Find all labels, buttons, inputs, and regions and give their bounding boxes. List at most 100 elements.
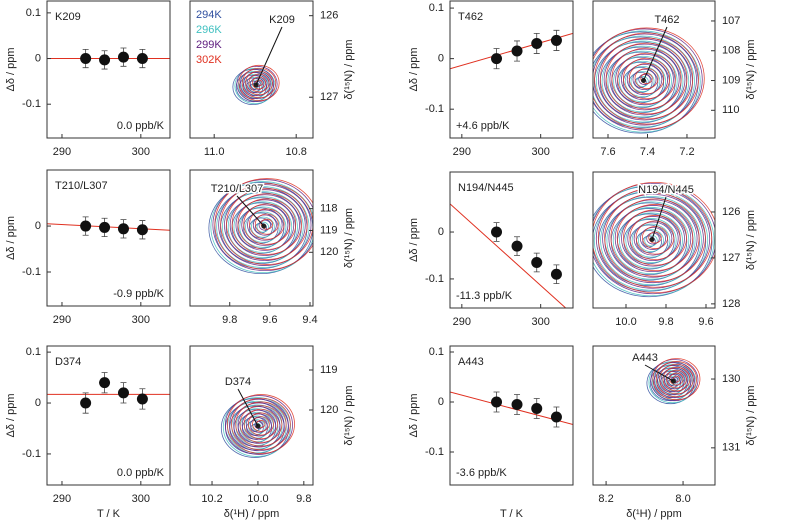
contour bbox=[622, 66, 659, 99]
contour bbox=[667, 373, 682, 387]
contour bbox=[246, 74, 268, 94]
panel-label: D374 bbox=[55, 356, 81, 368]
contour bbox=[599, 37, 694, 120]
contour bbox=[600, 195, 702, 286]
panel-label: K209 bbox=[55, 11, 81, 23]
callout bbox=[651, 196, 667, 240]
contour bbox=[665, 375, 680, 389]
y-tick-label: 108 bbox=[722, 45, 740, 57]
contour bbox=[644, 234, 658, 247]
contour bbox=[623, 209, 687, 266]
panel-frame bbox=[449, 171, 574, 309]
contour bbox=[245, 413, 272, 437]
contour bbox=[625, 218, 677, 264]
legend-entry: 299K bbox=[196, 39, 222, 51]
x-tick-label: 8.0 bbox=[675, 493, 690, 505]
panel-frame bbox=[449, 345, 574, 486]
y-tick-label: 0 bbox=[35, 220, 41, 232]
callout bbox=[644, 364, 674, 382]
y-tick-label: 107 bbox=[722, 15, 740, 27]
y-tick-label: 126 bbox=[722, 206, 740, 218]
contour bbox=[243, 203, 291, 245]
plot-area bbox=[450, 203, 567, 308]
contour bbox=[250, 417, 268, 433]
panel: 290 300 0.1 0 -0.1 Δδ / ppm K209 0.0 ppb/K bbox=[5, 0, 171, 158]
contour bbox=[593, 30, 701, 133]
data-point bbox=[136, 224, 148, 236]
y-axis-label: δ(¹⁵N) / ppm bbox=[745, 385, 757, 445]
contour bbox=[214, 178, 313, 271]
contour bbox=[212, 179, 313, 272]
contour bbox=[247, 412, 274, 436]
data-point bbox=[550, 411, 562, 423]
contour bbox=[245, 211, 281, 243]
contour bbox=[605, 42, 688, 115]
rate-annotation: -0.9 ppb/K bbox=[113, 288, 164, 300]
contour bbox=[610, 198, 700, 277]
y-tick-label: 0.1 bbox=[429, 2, 444, 14]
y-axis-label: δ(¹⁵N) / ppm bbox=[745, 39, 757, 99]
y-tick-label: 120 bbox=[320, 246, 338, 258]
contour bbox=[616, 204, 694, 272]
x-axis-label: T / K bbox=[500, 508, 524, 520]
rate-annotation: -3.6 ppb/K bbox=[456, 467, 507, 479]
data-point bbox=[491, 53, 503, 65]
contour bbox=[634, 67, 659, 90]
rate-annotation: -11.3 ppb/K bbox=[456, 290, 513, 302]
contour bbox=[593, 190, 709, 291]
panel: 290 300 0.1 0 -0.1 Δδ / ppm T / K D374 0.0 ppb/K bbox=[5, 345, 171, 520]
data-point bbox=[80, 220, 92, 232]
y-tick-label: 0 bbox=[35, 52, 41, 64]
contour bbox=[252, 416, 270, 432]
y-axis-label: Δδ / ppm bbox=[5, 393, 17, 437]
y-tick-label: -0.1 bbox=[22, 448, 41, 460]
panel: 10.2 10.0 9.8 119 120 δ(¹⁵N) / ppm δ(¹H) / ppm… bbox=[189, 345, 355, 520]
peak-label: A443 bbox=[632, 352, 658, 364]
x-tick-label: 300 bbox=[531, 316, 549, 328]
peak-label: T210/L307 bbox=[211, 183, 264, 195]
x-tick-label: 8.2 bbox=[598, 493, 613, 505]
contour bbox=[597, 38, 692, 121]
contour bbox=[646, 232, 660, 245]
contour bbox=[226, 394, 295, 454]
data-point bbox=[550, 34, 562, 46]
x-tick-label: 9.4 bbox=[302, 314, 317, 326]
y-tick-label: 110 bbox=[722, 104, 740, 116]
contour bbox=[619, 60, 667, 103]
contour bbox=[621, 58, 669, 101]
y-tick-label: 127 bbox=[722, 252, 740, 264]
contour bbox=[608, 199, 698, 278]
contour bbox=[237, 198, 297, 250]
plot-area bbox=[47, 47, 170, 70]
rate-annotation: 0.0 ppb/K bbox=[117, 120, 165, 132]
contour bbox=[650, 359, 699, 402]
contour bbox=[652, 358, 701, 401]
contour bbox=[252, 214, 277, 236]
y-axis-label: Δδ / ppm bbox=[408, 47, 420, 91]
contour bbox=[601, 45, 684, 118]
contour bbox=[231, 397, 291, 451]
contour bbox=[218, 184, 312, 266]
contour bbox=[613, 55, 672, 108]
contour bbox=[224, 189, 306, 261]
x-tick-label: 9.8 bbox=[296, 493, 311, 505]
contour bbox=[210, 181, 313, 274]
contour bbox=[619, 212, 683, 269]
contour bbox=[593, 33, 697, 126]
panel: 10.0 9.8 9.6 126 127 128 δ(¹⁵N) / ppm N194/N445… bbox=[592, 171, 757, 328]
contour bbox=[248, 73, 270, 93]
contour bbox=[660, 367, 689, 393]
contour bbox=[594, 32, 699, 125]
panel-frame bbox=[592, 0, 716, 139]
plot-area bbox=[47, 372, 170, 414]
contour bbox=[235, 199, 295, 251]
data-point bbox=[531, 257, 543, 269]
contour bbox=[611, 47, 682, 110]
contour bbox=[604, 192, 706, 283]
peak-label: T210/L307 bbox=[211, 183, 264, 195]
contour bbox=[631, 223, 671, 258]
contour bbox=[595, 40, 690, 123]
